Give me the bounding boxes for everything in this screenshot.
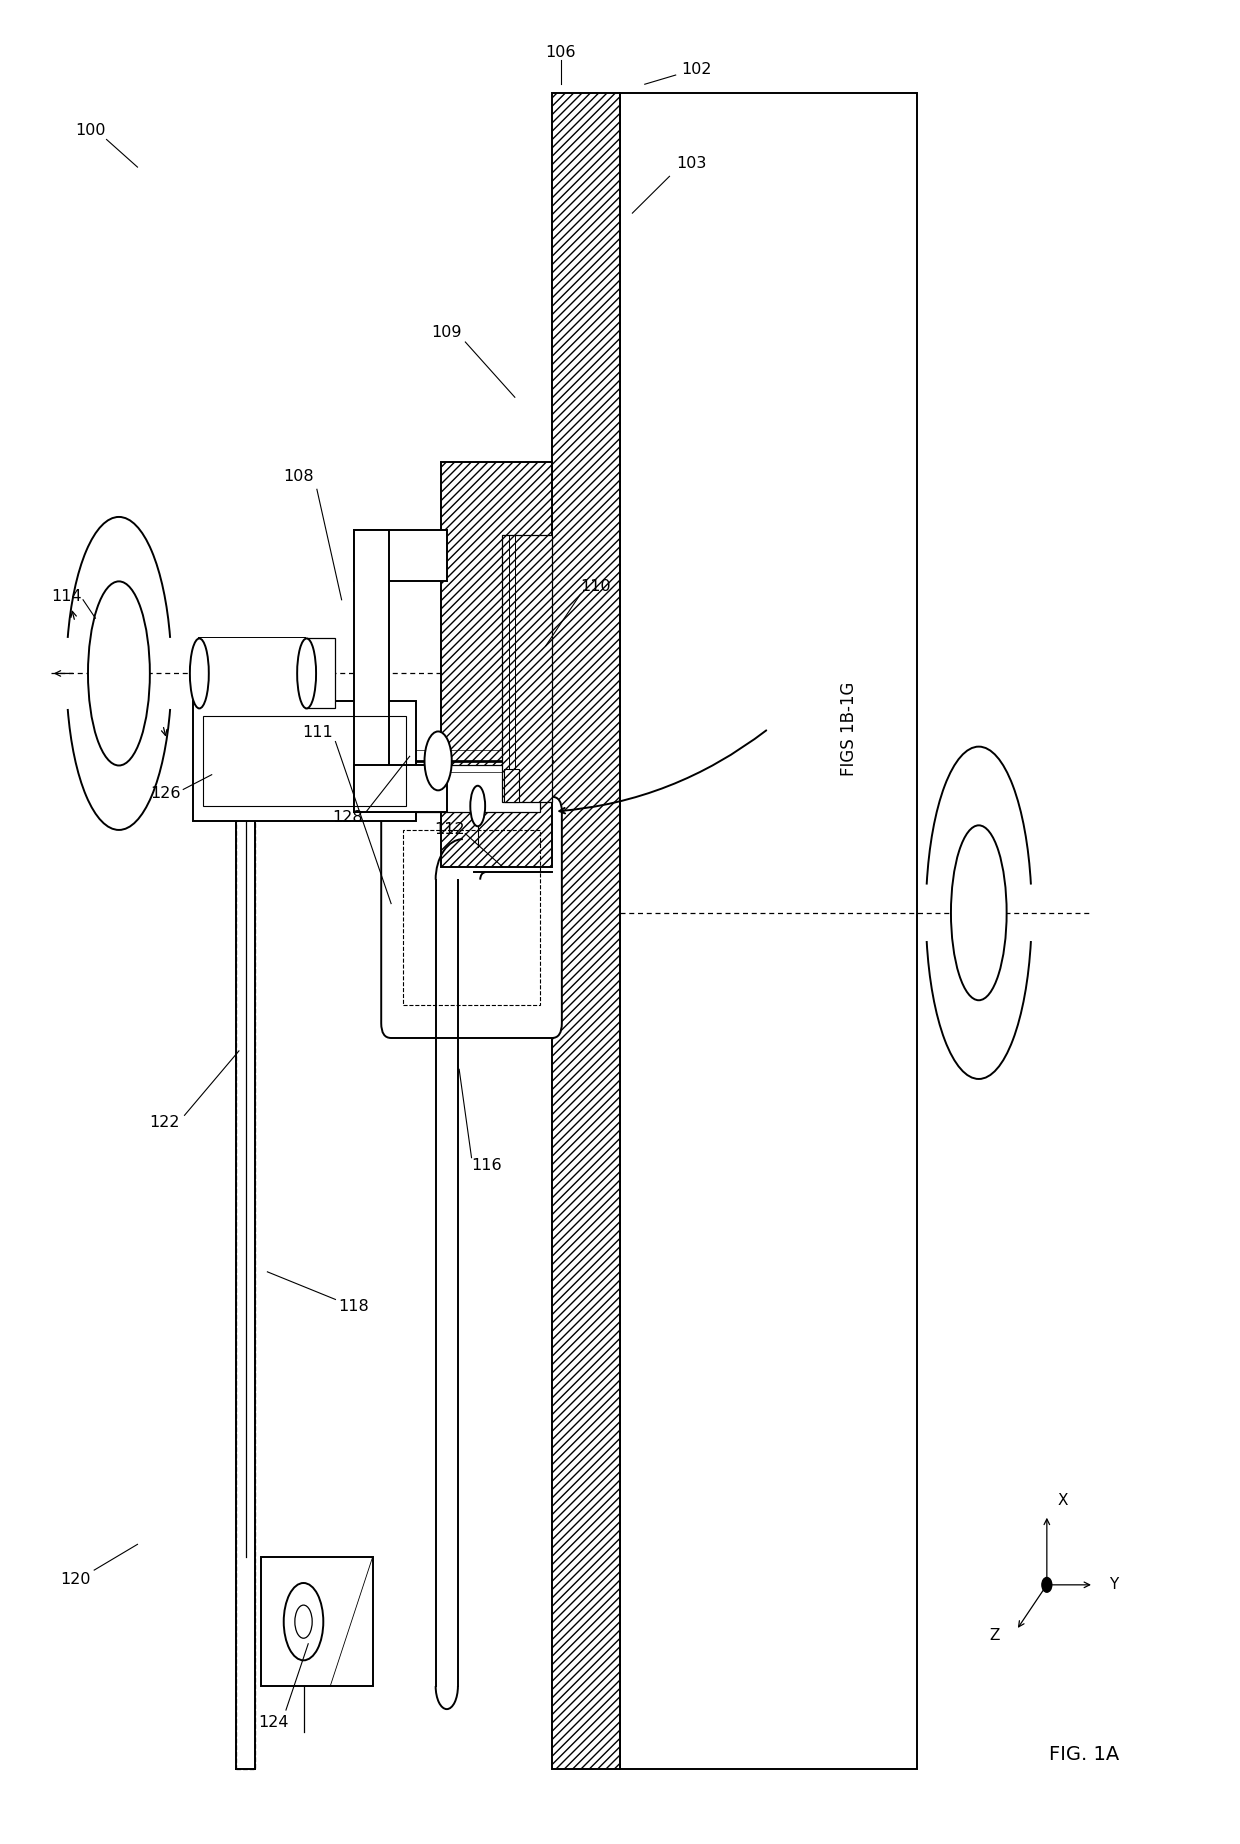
Bar [353,765,446,811]
Ellipse shape [88,581,150,765]
Text: 126: 126 [151,786,181,800]
Text: 118: 118 [339,1300,370,1315]
Text: 122: 122 [150,1116,180,1130]
Bar [353,529,446,581]
Text: 103: 103 [677,157,707,171]
Bar [353,529,388,811]
Text: 128: 128 [332,810,363,824]
Bar [193,701,415,821]
Text: 112: 112 [434,822,465,837]
Text: Y: Y [1109,1577,1118,1593]
Ellipse shape [295,1604,312,1637]
Text: 120: 120 [61,1571,91,1588]
Text: X: X [1058,1492,1068,1508]
Bar [620,94,916,1768]
Ellipse shape [298,638,316,708]
Text: 110: 110 [580,579,610,594]
FancyBboxPatch shape [381,797,562,1038]
Bar [305,638,336,708]
Ellipse shape [284,1582,324,1660]
Ellipse shape [951,826,1007,999]
Text: FIGS 1B-1G: FIGS 1B-1G [839,682,858,776]
Bar [502,535,552,802]
Bar [440,461,552,867]
Bar [262,1556,372,1685]
Ellipse shape [470,786,485,826]
Text: 124: 124 [258,1715,289,1730]
Ellipse shape [424,732,451,791]
Text: Z: Z [990,1628,999,1643]
Ellipse shape [190,638,208,708]
Text: 108: 108 [283,468,314,483]
Text: 109: 109 [432,325,463,341]
Bar [503,769,518,802]
Bar [200,638,305,708]
Bar [203,715,405,806]
Text: FIG. 1A: FIG. 1A [1049,1744,1118,1763]
Text: 114: 114 [52,588,82,603]
Text: 111: 111 [303,725,334,739]
Text: 116: 116 [471,1158,502,1173]
Text: 100: 100 [76,124,105,138]
Bar [403,765,539,811]
Bar [503,769,518,802]
Circle shape [1042,1577,1052,1591]
Bar [403,830,539,1005]
Bar [552,94,620,1768]
Text: 102: 102 [682,63,712,77]
Text: 106: 106 [546,46,575,61]
Bar [237,811,255,1768]
